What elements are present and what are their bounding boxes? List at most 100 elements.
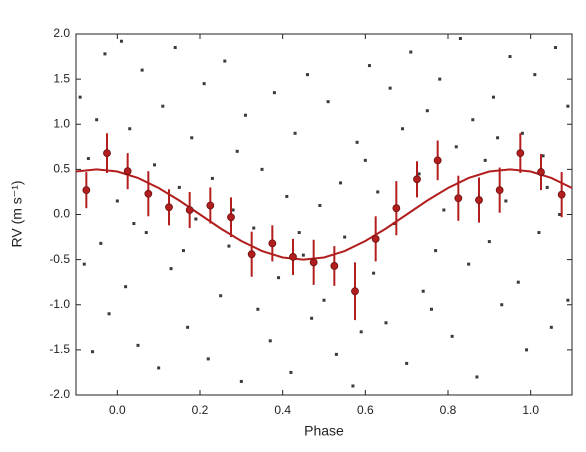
binned-point [392, 204, 401, 213]
binned-point [103, 149, 111, 158]
binned-point [206, 201, 215, 210]
data-point [549, 325, 553, 329]
data-point [558, 213, 562, 216]
data-point [82, 262, 86, 266]
binned-point [144, 189, 153, 198]
data-point [334, 352, 338, 356]
y-tick-label: -2.0 [49, 387, 70, 401]
data-point [305, 73, 309, 77]
data-point [140, 68, 144, 72]
data-point [351, 384, 355, 388]
data-point [239, 379, 243, 383]
data-point [289, 370, 293, 374]
data-point [99, 241, 103, 245]
data-point [405, 361, 409, 365]
data-point [293, 131, 297, 135]
y-tick-label: -1.5 [49, 342, 70, 356]
model-curve [75, 168, 573, 261]
data-point [425, 109, 429, 113]
data-point [491, 95, 495, 99]
data-point [186, 325, 190, 329]
binned-point [268, 239, 277, 248]
data-point [107, 312, 111, 316]
binned-point [309, 258, 318, 267]
binned-point [454, 194, 463, 203]
data-point [210, 176, 214, 180]
data-point [132, 222, 136, 226]
data-point [553, 46, 557, 50]
binned-point [351, 287, 359, 296]
data-point [487, 240, 491, 244]
data-point [388, 86, 392, 90]
y-tick-label: 1.0 [53, 116, 70, 130]
data-point [475, 375, 479, 379]
binned-point [123, 167, 132, 176]
data-point [202, 82, 206, 86]
data-point [401, 127, 405, 131]
x-axis-label: Phase [304, 423, 344, 439]
data-point [500, 303, 504, 307]
data-point [359, 330, 363, 334]
binned-point [537, 168, 545, 176]
data-point [496, 136, 500, 140]
data-point [161, 104, 165, 108]
data-point [223, 59, 227, 63]
x-tick-label: 0.2 [192, 403, 209, 417]
binned-point [413, 175, 421, 184]
data-point [454, 145, 458, 149]
y-tick-label: 0.5 [53, 162, 70, 176]
data-point [525, 348, 529, 352]
data-point [384, 321, 388, 325]
data-point [136, 343, 140, 347]
data-point [355, 140, 359, 144]
data-point [194, 217, 198, 221]
data-point [450, 334, 454, 338]
data-point [409, 50, 413, 54]
x-tick-label: 0.0 [109, 403, 126, 417]
data-point [467, 262, 471, 266]
data-point [442, 208, 446, 212]
data-point [268, 339, 272, 343]
x-tick-label: 0.4 [274, 403, 291, 417]
data-point [119, 39, 123, 43]
binned-point [433, 156, 442, 165]
data-point [520, 131, 524, 135]
data-point [438, 77, 442, 81]
data-point [256, 307, 260, 311]
binned-point [289, 253, 297, 261]
data-point [508, 55, 512, 59]
data-point [243, 113, 247, 117]
data-point [318, 203, 322, 207]
data-point [429, 307, 433, 311]
binned-point [247, 250, 256, 259]
data-point [115, 199, 119, 203]
data-point [103, 52, 107, 56]
data-point [376, 190, 380, 194]
data-point [458, 37, 462, 41]
data-point [95, 118, 99, 122]
binned-point [495, 186, 504, 195]
data-point [153, 163, 157, 167]
data-point [128, 127, 132, 131]
data-point [173, 46, 177, 50]
data-point [227, 244, 231, 248]
data-point [206, 357, 210, 361]
data-point [144, 231, 148, 235]
y-tick-label: 1.5 [53, 71, 70, 85]
plot-frame [75, 33, 573, 396]
data-point [545, 185, 549, 189]
data-point [157, 366, 161, 370]
data-point [91, 350, 95, 354]
y-axis-label: RV (m s⁻¹) [9, 180, 25, 247]
x-tick-label: 1.0 [522, 403, 539, 417]
binned-point [227, 213, 235, 222]
y-tick-label: 2.0 [53, 26, 70, 40]
data-point [516, 280, 520, 284]
binned-point [82, 186, 91, 195]
y-tick-label: -1.0 [49, 297, 70, 311]
data-point [322, 298, 326, 302]
data-point [504, 199, 508, 203]
data-point [190, 136, 194, 140]
data-point [417, 172, 421, 176]
